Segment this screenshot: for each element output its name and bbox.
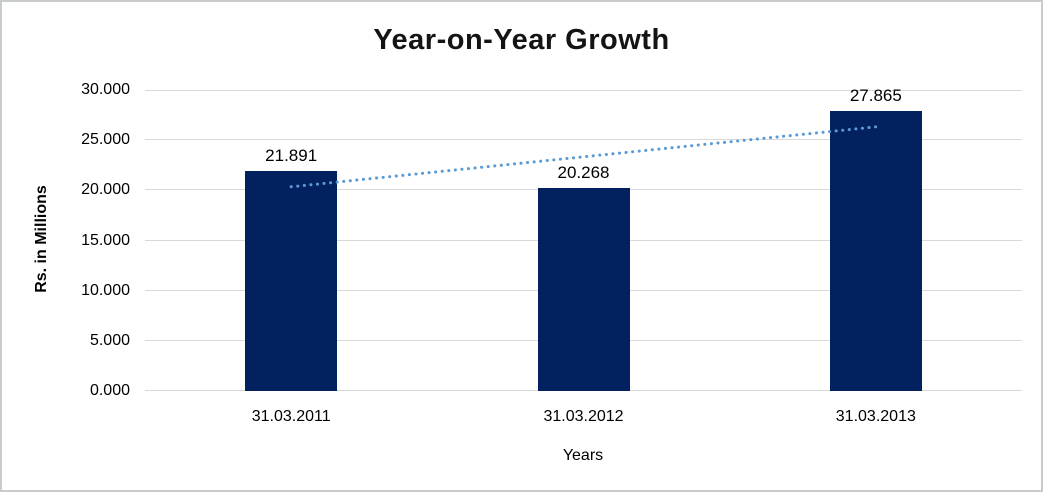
x-tick-label: 31.03.2011 [251,408,331,425]
bar [537,187,630,391]
plot-area: 21.891 20.268 27.865 [145,86,1022,391]
y-tick-label: 25.000 [81,131,130,149]
x-tick-label: 31.03.2013 [835,408,916,425]
y-tick-label: 5.000 [89,331,130,349]
bar [829,111,922,391]
y-tick-label: 10.000 [81,281,130,299]
y-tick-label: 30.000 [81,81,130,98]
x-axis-title: Years [562,447,604,464]
y-tick-label: 0.000 [89,382,130,399]
bar-value-label: 27.865 [849,86,902,106]
chart-title: Year-on-Year Growth [373,24,670,56]
y-tick-label: 15.000 [81,231,130,249]
bar-value-label: 20.268 [557,162,610,182]
y-tick-label: 20.000 [81,181,130,199]
bar-value-label: 21.891 [265,146,318,166]
bar [245,171,338,391]
x-tick-label: 31.03.2012 [543,408,624,425]
gridline [145,90,1022,91]
